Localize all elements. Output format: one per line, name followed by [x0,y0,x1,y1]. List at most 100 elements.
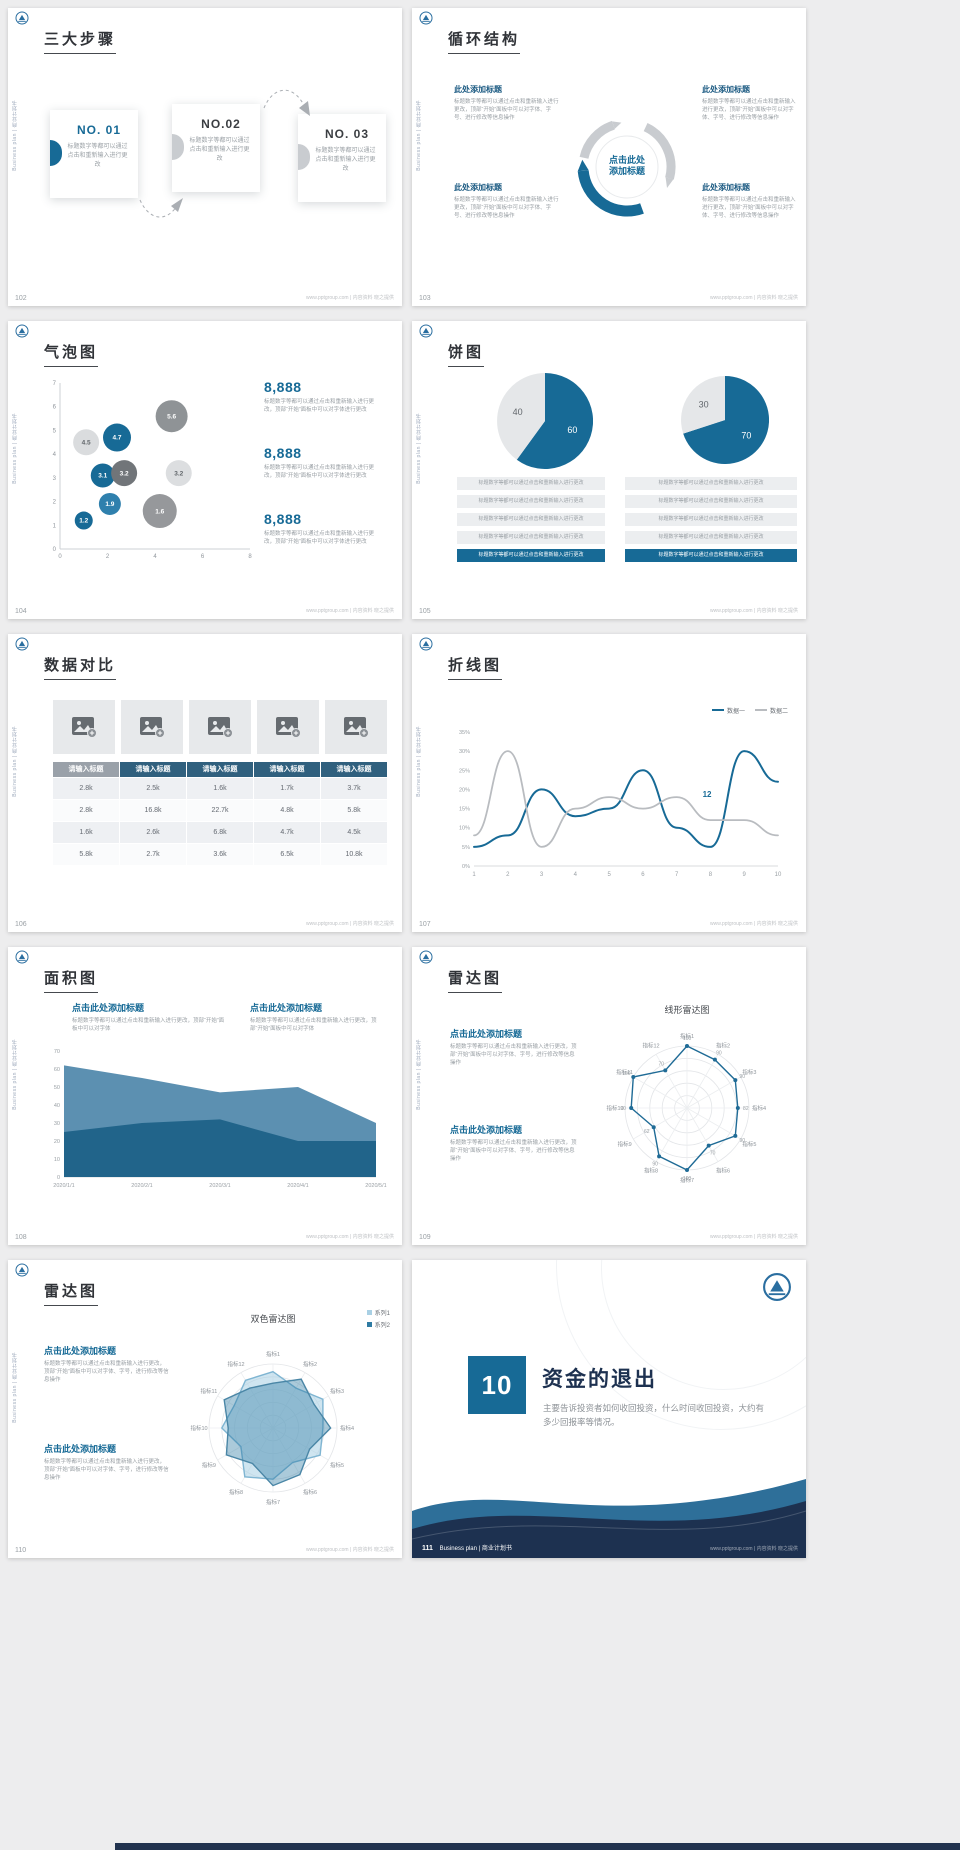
y-tick-label: 0 [57,1175,60,1181]
radar-axis-label: 指标2 [716,1042,730,1050]
radar-axis-label: 指标1 [680,1032,694,1040]
brand-logo-icon [419,950,433,964]
pie-slice-label: 40 [513,407,523,417]
radar-value-label: 90 [652,1161,658,1167]
x-tick-label: 2020/1/1 [53,1183,74,1189]
pie-chart-1: 60 40 [497,373,593,469]
heading-block: 点击此处添加标题 标题数字等都可以通过点击和重新输入进行更改，顶部“开始”面板中… [250,1001,385,1033]
y-tick-label: 70 [54,1049,60,1055]
caption-bar: 标题数字等都可以通过点击和重新输入进行更改 [457,513,605,526]
table-cell: 4.7k [254,822,320,843]
photo-icon [140,717,165,738]
radar-value-label: 90 [739,1138,745,1144]
pie-slice-label: 60 [567,425,577,435]
block-heading: 此处添加标题 [454,183,502,192]
table-cell: 2.8k [53,778,119,799]
slide-105[interactable]: Business plan | 商业计划书 饼图 60 40 70 30 标题数字等… [412,321,806,619]
site-footer: www.pptgroup.com | 内容资料 晓之提供 [710,1234,798,1240]
slide-side-rail: Business plan | 商业计划书 [416,1039,422,1110]
brand-logo-icon [419,324,433,338]
slide-title: 雷达图 [44,1280,99,1306]
block-text: 标题数字等都可以通过点击和重新输入进行更改，顶部“开始”面板中可以对字体、字号，… [450,1044,577,1066]
y-tick-label: 0 [53,547,57,553]
slide-side-rail: Business plan | 商业计划书 [416,726,422,797]
slide-111[interactable]: 10 资金的退出 主要告诉投资者如何收回投资，什么时间收回投资，大约有多少回报率… [412,1260,806,1558]
slide-title: 循环结构 [448,28,521,54]
page-number: 104 [15,608,27,615]
block-text: 标题数字等都可以通过点击和重新输入进行更改，顶部“开始”面板中可以对字体、字号、… [454,197,559,219]
slide-102[interactable]: Business plan | 商业计划书 三大步骤 NO. 01 标题数字等都… [8,8,402,306]
y-tick-label: 20% [459,787,470,793]
radar-point [733,1133,738,1138]
heading-block: 点击此处添加标题 标题数字等都可以通过点击和重新输入进行更改，顶部“开始”面板中… [450,1027,578,1067]
caption-bar-group: 标题数字等都可以通过点击和重新输入进行更改 标题数字等都可以通过点击和重新输入进行… [457,477,605,567]
bubble [103,423,131,452]
radar-point [706,1143,711,1148]
table-cell: 1.7k [254,778,320,799]
slide-106[interactable]: Business plan | 商业计划书 数据对比 请输入标题 请输入标题 请输入… [8,634,402,932]
slide-107[interactable]: Business plan | 商业计划书 折线图 数据一 数据二 0% 5% 10… [412,634,806,932]
radar-value-label: 90 [716,1051,722,1057]
caption-bar: 标题数字等都可以通过点击和重新输入进行更改 [625,495,797,508]
section-number: 10 [468,1356,526,1414]
page-number: 105 [419,608,431,615]
radar-value-label: 90 [739,1074,745,1080]
table-header-cell: 请输入标题 [187,762,253,777]
cycle-center-label: 点击此处添加标题 [608,155,645,176]
step-tab-shape [50,140,62,166]
page-number: 107 [419,921,431,928]
step-card-1: NO. 01 标题数字等都可以通过点击和重新输入进行更改 [50,110,138,198]
x-tick-label: 2 [506,872,510,878]
table-cell: 4.8k [254,800,320,821]
table-cell: 22.7k [187,800,253,821]
radar-point [629,1106,634,1110]
radar-axis-label: 指标4 [340,1424,354,1432]
caption-bar-group: 标题数字等都可以通过点击和重新输入进行更改 标题数字等都可以通过点击和重新输入进行… [625,477,797,567]
slide-110[interactable]: Business plan | 商业计划书 雷达图 点击此处添加标题 标题数字等… [8,1260,402,1558]
table-cell: 2.5k [120,778,186,799]
page-bottom-bar [115,1843,960,1850]
radar-axis-label: 指标1 [266,1350,280,1358]
y-tick-label: 30 [54,1121,60,1127]
x-tick-label: 6 [201,554,205,560]
table-cell: 2.8k [53,800,119,821]
radar-spoke [686,1054,719,1109]
y-tick-label: 10 [54,1157,60,1163]
page-number: 108 [15,1234,27,1241]
legend-label: 数据二 [769,709,788,715]
bubble [98,492,121,515]
slide-side-rail: Business plan | 商业计划书 [12,413,18,484]
radar-series [223,1378,332,1487]
pie-slice [497,373,545,460]
stat-block: 8,888 标题数字等都可以通过点击和重新输入进行更改，顶部“开始”面板中可以对… [264,379,384,414]
cycle-text-block: 此处添加标题 标题数字等都可以通过点击和重新输入进行更改，顶部“开始”面板中可以… [454,182,560,220]
radar-axis-label: 指标8 [644,1166,658,1174]
table-header-cell: 请输入标题 [254,762,320,777]
pie-slice [681,376,725,434]
y-tick-label: 60 [54,1067,60,1073]
slide-108[interactable]: Business plan | 商业计划书 面积图 点击此处添加标题 标题数字等… [8,947,402,1245]
legend-label: 数据一 [726,709,745,715]
radar-value-label: 100 [683,1176,692,1182]
brand-logo-icon [419,637,433,651]
image-placeholder [257,700,319,754]
radar-axis-label: 指标8 [229,1488,243,1496]
step-text: 标题数字等都可以通过点击和重新输入进行更改 [67,144,128,168]
table-cell: 1.6k [53,822,119,843]
slide-104[interactable]: Business plan | 商业计划书 气泡图 0 1 2 3 4 5 6 7 0 2 4 6 8 4… [8,321,402,619]
x-tick-label: 2 [106,554,110,560]
site-footer: www.pptgroup.com | 内容资料 晓之提供 [306,921,394,927]
slide-title: 气泡图 [44,341,99,367]
step-card-3: NO. 03 标题数字等都可以通过点击和重新输入进行更改 [298,114,386,202]
legend-color-swatch [366,1322,372,1327]
slide-103[interactable]: Business plan | 商业计划书 循环结构 此处添加标题 标题数字等都… [412,8,806,306]
bubble-label: 3.2 [174,470,183,477]
slide-109[interactable]: Business plan | 商业计划书 雷达图 点击此处添加标题 标题数字等… [412,947,806,1245]
block-text: 标题数字等都可以通过点击和重新输入进行更改，顶部“开始”面板中可以对字体、字号、… [702,99,796,121]
y-tick-label: 40 [54,1103,60,1109]
legend-item: 系列1 [366,1308,390,1317]
bubble [142,494,177,529]
radar-axis-label: 指标4 [752,1104,766,1112]
table-cell: 2.7k [120,844,186,865]
